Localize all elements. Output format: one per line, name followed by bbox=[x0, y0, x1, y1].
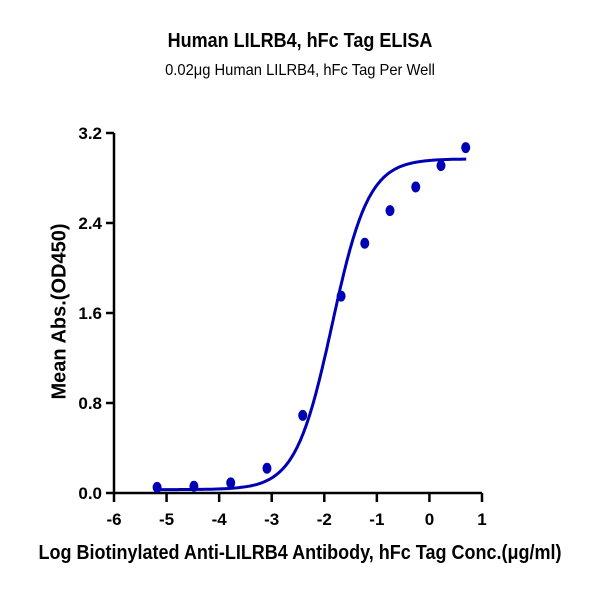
x-tick-label: 1 bbox=[477, 510, 486, 529]
chart-subtitle: 0.02μg Human LILRB4, hFc Tag Per Well bbox=[165, 62, 435, 79]
y-tick-label: 0.8 bbox=[78, 394, 102, 413]
x-tick-label: -6 bbox=[106, 510, 121, 529]
x-tick-label: 0 bbox=[425, 510, 434, 529]
data-point bbox=[152, 481, 162, 493]
y-tick-label: 3.2 bbox=[78, 124, 102, 143]
x-tick-label: -5 bbox=[159, 510, 174, 529]
fit-curve bbox=[156, 157, 467, 492]
y-tick-label: 1.6 bbox=[78, 304, 102, 323]
data-point bbox=[336, 290, 346, 302]
y-tick-label: 0.0 bbox=[78, 484, 102, 503]
y-tick-label: 2.4 bbox=[78, 214, 102, 233]
data-point bbox=[461, 142, 471, 154]
x-tick-label: -1 bbox=[369, 510, 384, 529]
x-tick-label: -3 bbox=[264, 510, 279, 529]
x-tick-label: -2 bbox=[317, 510, 332, 529]
data-point bbox=[226, 477, 236, 489]
data-point bbox=[189, 480, 199, 492]
data-point bbox=[436, 160, 446, 172]
x-tick-label: -4 bbox=[212, 510, 228, 529]
data-point bbox=[360, 237, 370, 249]
chart-title: Human LILRB4, hFc Tag ELISA bbox=[167, 30, 433, 52]
data-point bbox=[385, 205, 395, 217]
data-point bbox=[298, 409, 308, 421]
data-point bbox=[411, 181, 421, 193]
data-point bbox=[262, 462, 272, 474]
x-axis-label: Log Biotinylated Anti-LILRB4 Antibody, h… bbox=[38, 542, 562, 564]
